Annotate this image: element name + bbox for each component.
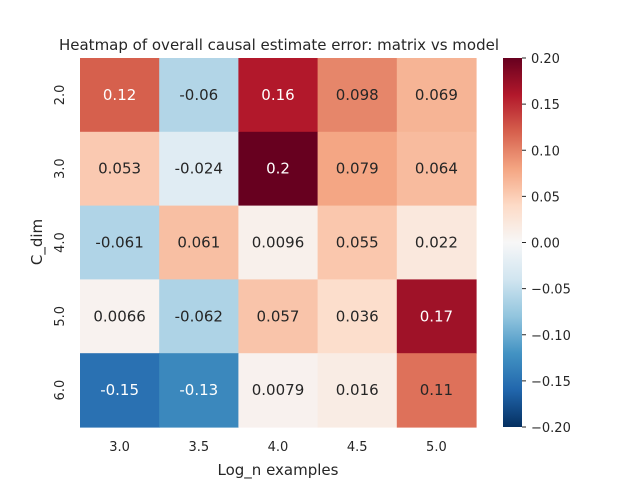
cell-annotation: 0.0096: [252, 234, 305, 252]
cell-annotation: 0.12: [103, 86, 136, 104]
cell-annotation: 0.11: [420, 381, 453, 399]
heatmap-cell: [159, 58, 239, 133]
y-tick-label: 6.0: [53, 380, 68, 401]
y-axis-label: C_dim: [28, 219, 47, 265]
x-tick-label: 3.5: [188, 440, 209, 455]
heatmap-cell: [80, 205, 160, 280]
colorbar-tick-label: 0.15: [531, 98, 560, 113]
heatmap-cell: [159, 131, 239, 207]
heatmap-cell: [317, 279, 398, 354]
heatmap-cell: [238, 205, 319, 280]
colorbar-tick-label: 0.00: [531, 237, 560, 252]
cell-annotation: 0.079: [336, 160, 379, 178]
cell-annotation: 0.069: [415, 86, 458, 104]
y-tick-label: 5.0: [53, 306, 68, 327]
cell-annotation: 0.016: [336, 381, 379, 399]
heatmap-cell: [317, 205, 398, 280]
cell-annotation: 0.036: [336, 307, 379, 325]
heatmap-cell: [317, 131, 398, 207]
colorbar-tick-label: −0.05: [531, 283, 571, 298]
cell-annotation: 0.16: [261, 86, 294, 104]
cell-annotation: 0.098: [336, 86, 379, 104]
heatmap-cell: [238, 353, 319, 428]
cell-annotation: -0.13: [179, 381, 218, 399]
y-tick-label: 3.0: [53, 158, 68, 179]
cell-annotation: 0.17: [420, 307, 453, 325]
colorbar-tick-label: −0.10: [531, 329, 571, 344]
heatmap-cell: [80, 279, 160, 354]
heatmap-cell: [317, 58, 398, 133]
chart-title: Heatmap of overall causal estimate error…: [59, 36, 499, 54]
cell-annotation: 0.0079: [252, 381, 305, 399]
cell-annotation: -0.062: [175, 307, 223, 325]
heatmap-cell: [159, 353, 239, 428]
heatmap-cell: [238, 131, 319, 207]
x-tick-label: 5.0: [426, 440, 447, 455]
y-tick-label: 2.0: [53, 85, 68, 106]
cell-annotation: 0.057: [257, 307, 300, 325]
cell-annotation: 0.0066: [93, 307, 146, 325]
cell-annotation: 0.064: [415, 160, 458, 178]
heatmap-cell: [396, 353, 477, 428]
heatmap-cell: [396, 58, 477, 133]
x-tick-label: 4.0: [268, 440, 289, 455]
x-axis-label: Log_n examples: [218, 461, 339, 480]
x-tick-label: 3.0: [109, 440, 130, 455]
heatmap-cell: [80, 353, 160, 428]
cell-annotation: -0.024: [175, 160, 223, 178]
heatmap-cell: [396, 131, 477, 207]
heatmap-cell: [317, 353, 398, 428]
y-axis-ticks: 2.0 3.0 4.0 5.0 6.0: [53, 85, 68, 401]
cell-annotation: 0.022: [415, 234, 458, 252]
cell-annotation: -0.06: [179, 86, 218, 104]
x-tick-label: 4.5: [347, 440, 368, 455]
heatmap-cells: 0.12 -0.06 0.16 0.098 0.069 0.053 -0.024 0.2 0.0…: [80, 58, 477, 428]
colorbar-tick-label: −0.20: [531, 421, 571, 436]
heatmap-cell: [80, 131, 160, 207]
cell-annotation: 0.061: [177, 234, 220, 252]
cell-annotation: -0.15: [100, 381, 139, 399]
colorbar-tick-label: 0.20: [531, 52, 560, 67]
x-axis-ticks: 3.0 3.5 4.0 4.5 5.0: [109, 440, 446, 455]
colorbar-tick-label: 0.10: [531, 144, 560, 159]
cell-annotation: 0.053: [98, 160, 141, 178]
heatmap-cell: [396, 205, 477, 280]
cell-annotation: 0.055: [336, 234, 379, 252]
heatmap-cell: [238, 58, 319, 133]
colorbar: 0.20 0.15 0.10 0.05 0.00 −0.05 −0.10 −0.15 −0.20: [503, 52, 571, 436]
y-tick-label: 4.0: [53, 232, 68, 253]
heatmap-cell: [238, 279, 319, 354]
cell-annotation: 0.2: [266, 160, 290, 178]
heatmap-cell: [159, 279, 239, 354]
colorbar-gradient: [503, 58, 522, 427]
heatmap-cell: [159, 205, 239, 280]
heatmap-cell: [80, 58, 160, 133]
colorbar-tick-label: −0.15: [531, 375, 571, 390]
cell-annotation: -0.061: [95, 234, 143, 252]
heatmap-cell: [396, 279, 477, 354]
colorbar-tick-label: 0.05: [531, 190, 560, 205]
